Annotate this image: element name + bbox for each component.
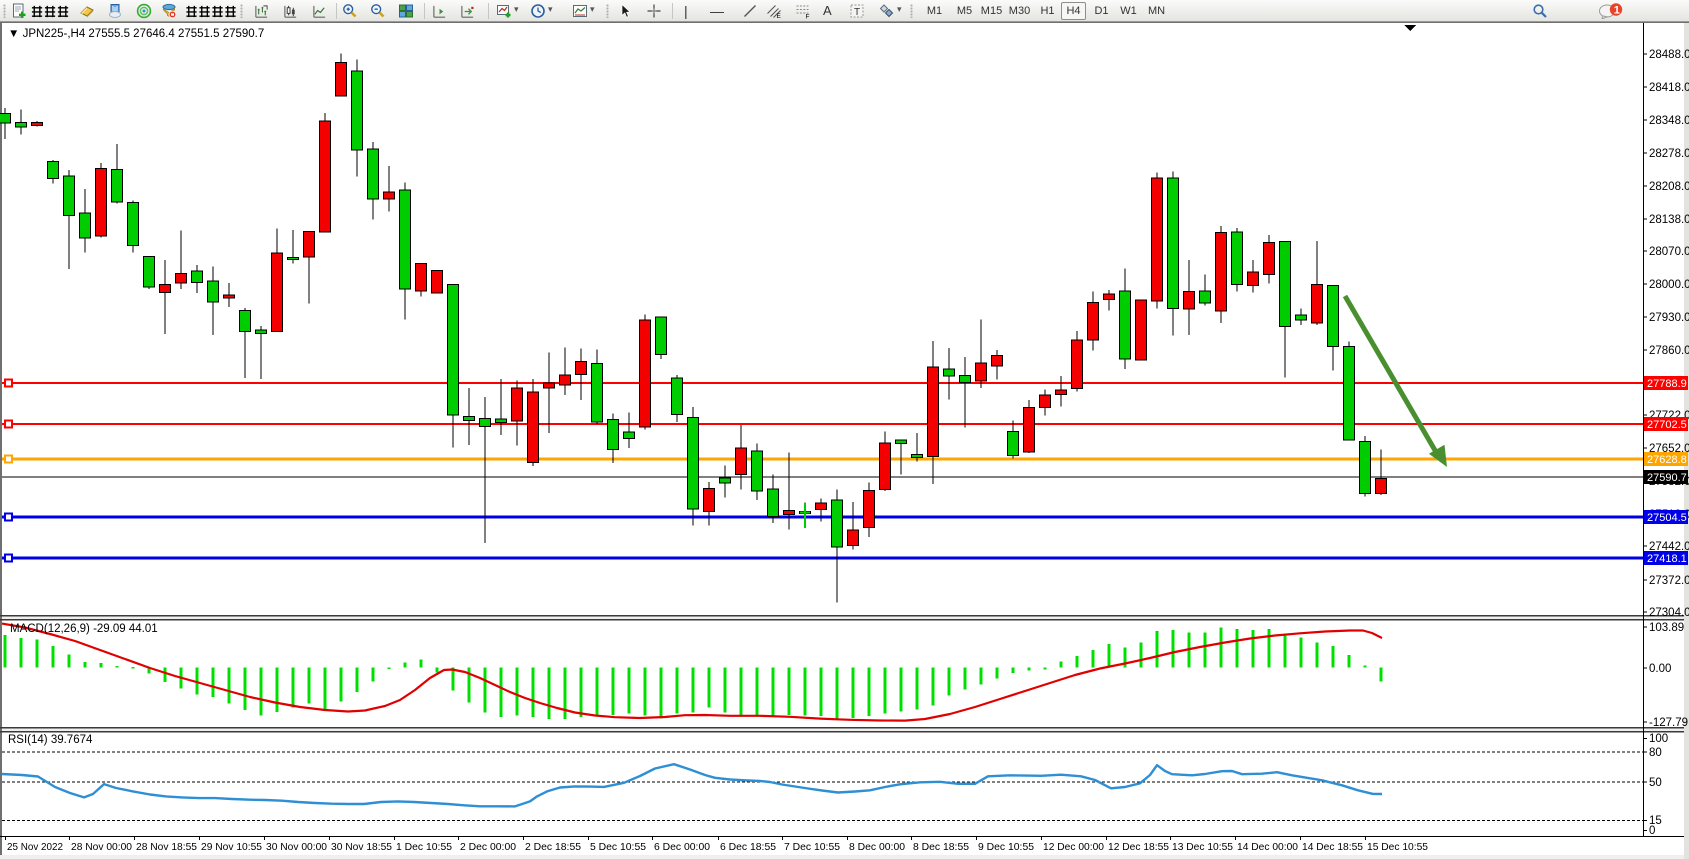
svg-text:27590.7: 27590.7 [1647,472,1687,484]
svg-text:27788.9: 27788.9 [1647,378,1687,390]
svg-text:28000.0: 28000.0 [1649,279,1689,291]
svg-text:103.89: 103.89 [1649,622,1684,634]
svg-text:15 Dec 10:55: 15 Dec 10:55 [1367,842,1428,853]
svg-text:28488.0: 28488.0 [1649,49,1689,61]
svg-text:0.00: 0.00 [1649,663,1671,675]
svg-text:12 Dec 18:55: 12 Dec 18:55 [1108,842,1169,853]
svg-text:2 Dec 00:00: 2 Dec 00:00 [460,842,516,853]
svg-text:100: 100 [1649,733,1668,745]
svg-text:13 Dec 10:55: 13 Dec 10:55 [1172,842,1233,853]
svg-text:8 Dec 18:55: 8 Dec 18:55 [913,842,969,853]
svg-text:27372.0: 27372.0 [1649,575,1689,587]
svg-text:5 Dec 10:55: 5 Dec 10:55 [590,842,646,853]
svg-text:27702.5: 27702.5 [1647,419,1687,431]
svg-text:RSI(14) 39.7674: RSI(14) 39.7674 [8,734,93,746]
svg-text:27860.0: 27860.0 [1649,345,1689,357]
svg-text:F: F [806,14,810,20]
svg-text:14 Dec 18:55: 14 Dec 18:55 [1302,842,1363,853]
svg-text:T: T [854,7,860,18]
svg-text:27628.8: 27628.8 [1647,454,1687,466]
svg-text:8 Dec 00:00: 8 Dec 00:00 [849,842,905,853]
svg-text:50: 50 [1649,777,1662,789]
svg-text:6 Dec 18:55: 6 Dec 18:55 [720,842,776,853]
svg-text:E: E [777,13,782,19]
svg-text:28138.0: 28138.0 [1649,214,1689,226]
svg-text:9 Dec 10:55: 9 Dec 10:55 [978,842,1034,853]
svg-text:1 Dec 10:55: 1 Dec 10:55 [396,842,452,853]
svg-text:2 Dec 18:55: 2 Dec 18:55 [525,842,581,853]
svg-text:27304.0: 27304.0 [1649,607,1689,619]
svg-text:15: 15 [1649,815,1662,827]
svg-text:12 Dec 00:00: 12 Dec 00:00 [1043,842,1104,853]
svg-text:29 Nov 10:55: 29 Nov 10:55 [201,842,262,853]
svg-text:80: 80 [1649,747,1662,759]
svg-text:1: 1 [1614,5,1620,17]
svg-text:0: 0 [1649,825,1655,837]
svg-text:28070.0: 28070.0 [1649,246,1689,258]
svg-text:MACD(12,26,9) -29.09 44.01: MACD(12,26,9) -29.09 44.01 [10,623,158,635]
svg-text:30 Nov 18:55: 30 Nov 18:55 [331,842,392,853]
svg-text:27930.0: 27930.0 [1649,312,1689,324]
svg-text:14 Dec 00:00: 14 Dec 00:00 [1237,842,1298,853]
svg-text:27418.1: 27418.1 [1647,553,1687,565]
svg-text:28 Nov 00:00: 28 Nov 00:00 [71,842,132,853]
svg-text:6 Dec 00:00: 6 Dec 00:00 [654,842,710,853]
svg-text:28348.0: 28348.0 [1649,115,1689,127]
svg-text:30 Nov 00:00: 30 Nov 00:00 [266,842,327,853]
svg-text:28208.0: 28208.0 [1649,181,1689,193]
svg-text:28 Nov 18:55: 28 Nov 18:55 [136,842,197,853]
svg-text:28418.0: 28418.0 [1649,82,1689,94]
svg-text:28278.0: 28278.0 [1649,148,1689,160]
svg-text:▼ JPN225-,H4 27555.5 27646.4: ▼ JPN225-,H4 27555.5 27646.4 27551.5 275… [8,28,264,40]
svg-text:27442.0: 27442.0 [1649,541,1689,553]
svg-text:-127.79: -127.79 [1649,717,1688,729]
svg-text:27504.5: 27504.5 [1647,512,1687,524]
svg-text:25 Nov 2022: 25 Nov 2022 [7,842,63,853]
svg-text:7 Dec 10:55: 7 Dec 10:55 [784,842,840,853]
